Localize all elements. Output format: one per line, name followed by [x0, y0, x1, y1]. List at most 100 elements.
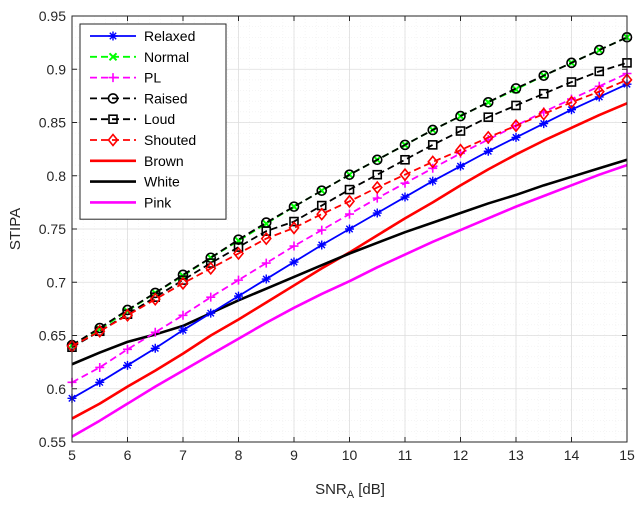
x-tick-label: 5	[68, 447, 76, 463]
x-tick-label: 10	[342, 447, 358, 463]
x-tick-label: 15	[619, 447, 635, 463]
legend-label-relaxed: Relaxed	[144, 28, 195, 44]
data-point-shouted	[232, 246, 245, 261]
data-point-shouted	[288, 221, 300, 235]
data-point-shouted	[260, 231, 272, 246]
legend-marker-relaxed	[108, 31, 118, 41]
data-point-raised	[482, 96, 494, 108]
data-point-loud	[566, 77, 577, 87]
data-point-relaxed	[372, 208, 382, 218]
data-point-loud	[455, 126, 466, 136]
data-point-loud	[594, 66, 605, 77]
data-point-shouted	[593, 84, 605, 99]
data-point-shouted	[343, 194, 356, 209]
legend-entry-pink: Pink	[90, 194, 172, 210]
legend-entry-white: White	[90, 174, 180, 190]
data-point-raised	[344, 169, 355, 180]
x-axis-label-main: SNR	[315, 481, 347, 498]
data-point-relaxed	[178, 325, 188, 335]
legend-label-loud: Loud	[144, 111, 175, 127]
y-axis-label: STIPA	[7, 208, 24, 250]
data-point-relaxed	[150, 343, 160, 353]
legend-entry-loud: Loud	[90, 111, 175, 127]
data-point-shouted	[454, 143, 467, 157]
series-line-loud	[71, 61, 628, 348]
x-tick-label: 8	[235, 447, 243, 463]
data-point-raised	[538, 70, 550, 81]
data-point-pl	[95, 362, 105, 372]
y-tick-label: 0.9	[47, 61, 67, 77]
legend-label-shouted: Shouted	[144, 132, 196, 148]
data-point-relaxed	[289, 257, 299, 267]
x-tick-label: 7	[179, 447, 187, 463]
data-point-relaxed	[123, 360, 132, 370]
legend-entry-relaxed: Relaxed	[90, 28, 195, 44]
legend-label-pink: Pink	[144, 194, 172, 210]
data-point-relaxed	[345, 224, 354, 234]
data-point-shouted	[399, 167, 411, 182]
data-point-pl	[206, 292, 216, 302]
y-tick-label: 0.6	[47, 381, 67, 397]
data-point-relaxed	[456, 161, 465, 171]
data-point-loud	[261, 226, 272, 236]
x-tick-label: 9	[290, 447, 298, 463]
ticks: 5 6 7 8 9 10 11 12 13 14 15 0.55 0.6 0.65 0.7 0.75 0.8 0.…	[39, 8, 635, 463]
y-tick-label: 0.75	[39, 221, 66, 237]
data-point-shouted	[510, 118, 522, 133]
x-axis-label: SNRA [dB]	[315, 481, 385, 501]
legend-label-normal: Normal	[144, 49, 189, 65]
data-point-pl	[178, 310, 188, 320]
x-tick-label: 6	[124, 447, 132, 463]
data-point-loud	[427, 140, 438, 150]
legend-entry-brown: Brown	[90, 153, 184, 169]
legend-label-pl: PL	[144, 70, 161, 86]
series-relaxed	[67, 79, 632, 403]
data-point-raised	[566, 57, 577, 69]
x-tick-label: 14	[564, 447, 580, 463]
x-axis-label-unit: [dB]	[354, 481, 385, 498]
data-point-relaxed	[511, 132, 521, 142]
data-point-loud	[233, 242, 244, 252]
series-white	[71, 158, 628, 366]
series-pink	[71, 163, 628, 438]
data-point-relaxed	[234, 291, 243, 301]
data-point-shouted	[94, 324, 106, 339]
data-point-raised	[455, 110, 466, 122]
data-point-shouted	[371, 180, 383, 195]
data-point-shouted	[565, 95, 578, 110]
data-point-normal	[595, 45, 604, 55]
data-point-loud	[289, 216, 299, 227]
data-point-relaxed	[206, 308, 216, 318]
legend-marker-raised	[107, 93, 119, 104]
legend-label-brown: Brown	[144, 153, 184, 169]
data-point-relaxed	[261, 274, 271, 284]
data-point-relaxed	[317, 240, 327, 250]
data-point-raised	[288, 201, 300, 212]
data-point-shouted	[121, 308, 134, 323]
legend-entry-shouted: Shouted	[90, 132, 196, 148]
y-tick-label: 0.95	[39, 8, 66, 24]
data-point-raised	[427, 124, 439, 136]
data-point-raised	[233, 234, 244, 245]
data-point-pl	[123, 344, 132, 354]
data-point-loud	[372, 169, 383, 180]
data-point-relaxed	[400, 192, 410, 202]
data-point-relaxed	[95, 377, 105, 387]
series-line-white	[71, 158, 628, 366]
data-point-raised	[371, 154, 383, 166]
legend-entry-normal: Normal	[90, 49, 189, 65]
data-point-relaxed	[428, 176, 438, 186]
data-point-relaxed	[539, 119, 549, 129]
x-axis-label-subscript: A	[347, 489, 355, 501]
y-tick-label: 0.55	[39, 434, 66, 450]
data-point-pl	[150, 327, 160, 337]
series-line-raised	[71, 36, 628, 346]
data-point-pl	[234, 275, 243, 285]
y-tick-label: 0.8	[47, 168, 67, 184]
data-point-relaxed	[483, 146, 493, 156]
data-point-pl	[289, 241, 299, 251]
legend-entry-raised: Raised	[90, 90, 188, 106]
data-point-loud	[511, 100, 521, 111]
